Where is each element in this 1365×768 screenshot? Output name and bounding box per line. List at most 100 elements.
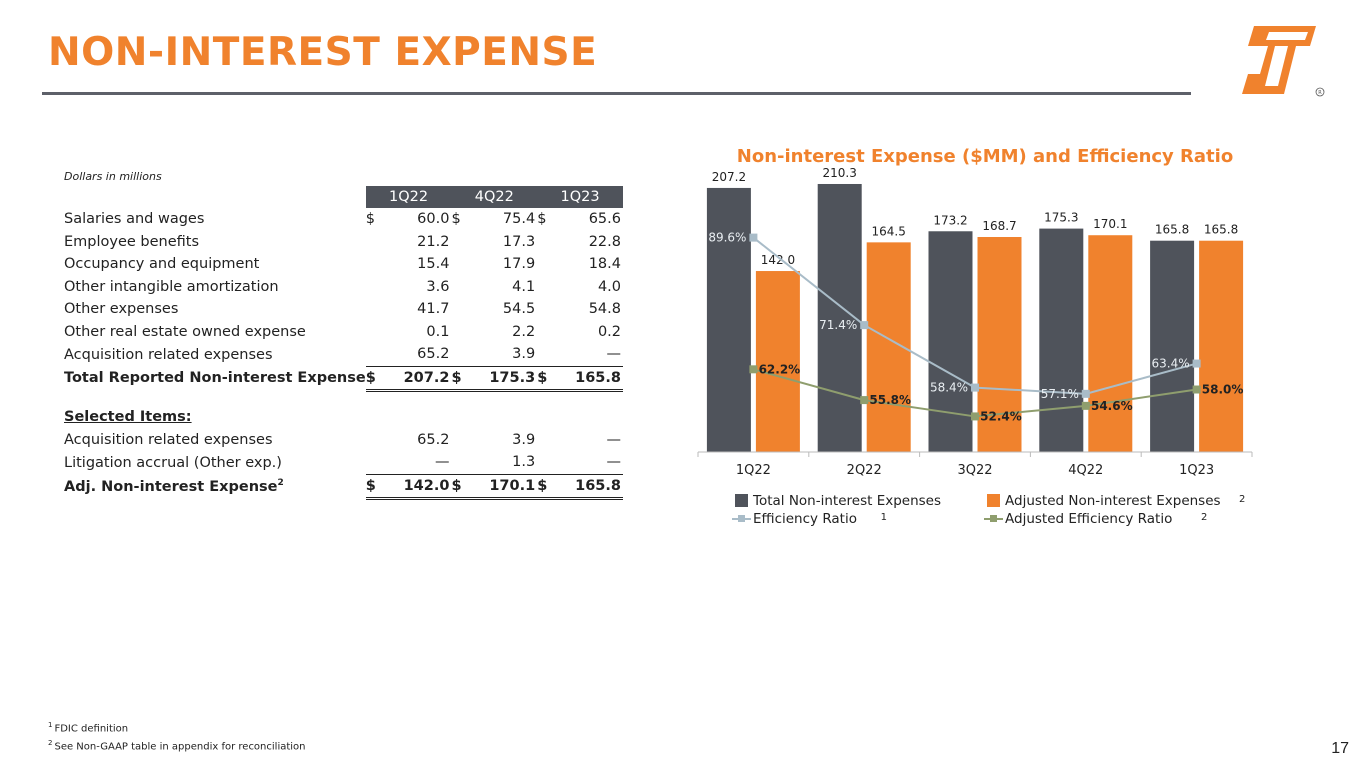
row-label: Occupancy and equipment [64,256,260,273]
currency-symbol: $ [365,473,378,500]
cell-value: — [606,454,622,471]
x-tick-label: 1Q23 [1179,463,1214,478]
currency-symbol [366,253,378,276]
row-label: Total Reported Non-interest Expense [64,370,366,387]
bar [755,271,800,452]
cell-value: 0.2 [597,323,621,340]
currency-symbol: $ [537,211,547,228]
column-header: 4Q22 [451,186,538,208]
cell-value: 65.6 [588,211,621,228]
cell-value: 175.3 [463,365,538,392]
cell-value: 2.2 [512,323,536,340]
bar-label: 207.2 [712,170,746,184]
cell-value: 165.8 [549,365,623,392]
cell-value: 15.4 [417,256,450,273]
bar-label: 165.8 [1204,223,1238,237]
currency-symbol [366,451,378,474]
legend-swatch [990,515,997,522]
slide-title: NON-INTEREST EXPENSE [48,30,598,75]
line-label: 63.4% [1152,357,1190,371]
cell-value: 21.2 [417,233,450,250]
legend-swatch [735,494,748,507]
line-label: 57.1% [1041,387,1079,401]
row-label: Employee benefits [64,233,200,250]
cell-value: 4.0 [597,278,621,295]
currency-symbol [366,231,378,254]
bar-label: 164.5 [872,224,906,238]
legend-label: Adjusted Efficiency Ratio [1005,511,1172,527]
cell-value: 207.2 [377,365,452,392]
currency-symbol [537,231,549,254]
currency-symbol [366,343,378,366]
cell-value: 170.1 [463,473,538,500]
line-point [971,412,979,421]
legend-label: Total Non-interest Expenses [752,493,941,509]
currency-symbol [537,253,549,276]
footnotes: 1 FDIC definition 2 See Non-GAAP table in … [48,718,306,755]
table-header-row: 1Q22 4Q22 1Q23 [62,186,623,208]
bar [1150,240,1195,452]
line-point [1081,389,1090,398]
row-label: Other real estate owned expense [64,323,306,340]
selected-items-header: Selected Items: [64,409,192,426]
currency-symbol [451,321,463,344]
currency-symbol [537,276,549,299]
currency-symbol [537,451,549,474]
currency-symbol [366,298,378,321]
currency-symbol [537,429,549,452]
currency-symbol [451,451,463,474]
bar [706,187,751,452]
table-row: Other intangible amortization 3.6 4.1 4.0 [62,276,623,299]
bar [1088,235,1133,452]
adjusted-total-row: Adj. Non-interest Expense2 $142.0 $170.1 $1… [62,473,623,500]
bar-label: 210.3 [823,166,857,180]
line-label: 58.4% [930,381,968,395]
units-note: Dollars in millions [64,170,162,183]
cell-value: 54.5 [502,301,536,318]
x-tick-label: 4Q22 [1068,463,1103,478]
cell-value: 3.6 [426,278,450,295]
legend-footnote-mark: 2 [1239,494,1245,505]
table-row: Acquisition related expenses 65.2 3.9 — [62,429,623,452]
currency-symbol [451,343,463,366]
cell-value: — [606,431,622,448]
cell-value: 17.3 [502,233,536,250]
bar-label: 173.2 [933,213,967,227]
expense-table: 1Q22 4Q22 1Q23 Salaries and wages $60.0 $7… [62,186,623,500]
page-number: 17 [1331,740,1349,757]
cell-value: 60.0 [417,211,450,228]
cell-value: 65.2 [417,346,450,363]
line-point [749,365,758,374]
currency-symbol [366,321,378,344]
line-point [749,233,758,242]
row-label: Adj. Non-interest Expense2 [64,477,284,495]
cell-value: — [606,346,622,363]
cell-value: 142.0 [377,473,452,500]
currency-symbol [537,321,549,344]
currency-symbol: $ [451,211,461,228]
line-point [1192,359,1201,368]
cell-value: 0.1 [426,323,450,340]
chart-canvas: 207.2 210.3 173.2 175.3 165.8 142.0 164.5 168.7… [697,166,1253,527]
company-logo: R [1242,26,1325,97]
row-label: Salaries and wages [64,211,205,228]
line-label: 89.6% [708,231,746,245]
currency-symbol [451,429,463,452]
currency-symbol: $ [537,473,550,500]
bar [1199,240,1244,452]
cell-value: 65.2 [417,431,450,448]
line-point [971,383,979,392]
currency-symbol [451,231,463,254]
row-label: Other expenses [64,301,179,318]
cell-value: 1.3 [512,454,536,471]
cell-value: 41.7 [417,301,450,318]
line-label: 62.2% [759,362,801,376]
row-label: Acquisition related expenses [64,431,273,448]
bar [1039,228,1084,452]
table-row: Other real estate owned expense 0.1 2.2 0.2 [62,321,623,344]
table-row: Salaries and wages $60.0 $75.4 $65.6 [62,208,623,231]
expense-chart: Non-interest Expense ($MM) and Efficienc… [690,140,1260,540]
legend-swatch [738,515,745,522]
cell-value: 17.9 [502,256,536,273]
currency-symbol: $ [451,473,464,500]
